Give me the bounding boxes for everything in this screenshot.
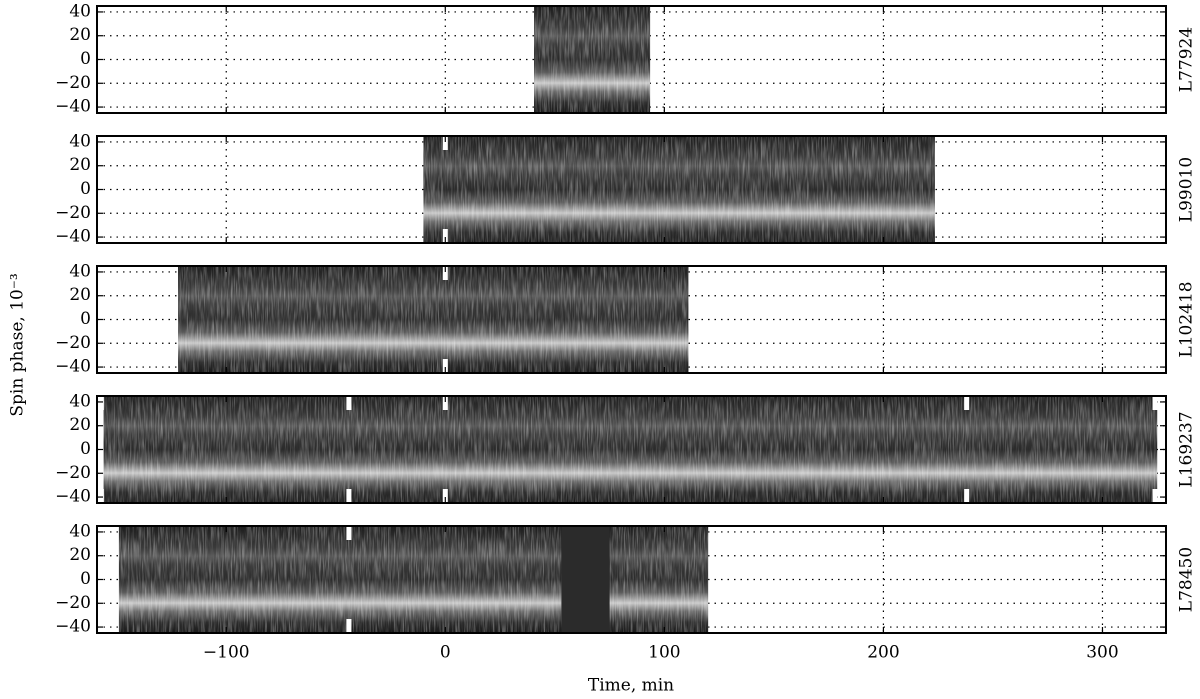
y-tick-label: −20 xyxy=(55,333,91,353)
heatmap-texture xyxy=(178,266,689,373)
x-tick-label: 200 xyxy=(867,643,899,663)
marker xyxy=(442,396,448,410)
panel-label: L77924 xyxy=(1177,27,1197,92)
y-tick-label: 40 xyxy=(69,131,91,151)
marker xyxy=(98,396,104,410)
y-tick-label: −20 xyxy=(55,593,91,613)
y-tick-label: −40 xyxy=(55,357,91,377)
y-tick-label: −20 xyxy=(55,203,91,223)
y-tick-label: −40 xyxy=(55,617,91,637)
y-tick-label: −40 xyxy=(55,487,91,507)
y-axis-label: Spin phase, 10⁻³ xyxy=(8,273,28,416)
marker xyxy=(346,619,352,633)
y-tick-label: 0 xyxy=(80,569,91,589)
marker xyxy=(442,136,448,150)
heatmap-texture xyxy=(534,6,651,113)
x-tick-label: 0 xyxy=(440,643,451,663)
y-tick-label: 20 xyxy=(69,155,91,175)
marker xyxy=(1152,396,1158,410)
x-tick-label: 100 xyxy=(648,643,680,663)
marker xyxy=(442,359,448,373)
panel-label: L169237 xyxy=(1177,411,1197,487)
x-tick-label: 300 xyxy=(1086,643,1118,663)
panel-label: L78450 xyxy=(1177,547,1197,612)
marker xyxy=(346,489,352,503)
marker xyxy=(964,396,970,410)
y-tick-label: −40 xyxy=(55,227,91,247)
marker xyxy=(1152,489,1158,503)
y-tick-label: 40 xyxy=(69,1,91,21)
marker xyxy=(442,489,448,503)
y-tick-label: −20 xyxy=(55,73,91,93)
axes-frame xyxy=(96,525,1167,634)
marker xyxy=(442,266,448,280)
y-tick-label: 0 xyxy=(80,179,91,199)
x-tick-label: −100 xyxy=(203,643,250,663)
y-tick-label: 0 xyxy=(80,309,91,329)
axes-frame xyxy=(96,135,1167,244)
marker xyxy=(964,489,970,503)
y-tick-label: −20 xyxy=(55,463,91,483)
y-tick-label: 20 xyxy=(69,285,91,305)
y-tick-label: 20 xyxy=(69,545,91,565)
heatmap-texture xyxy=(103,396,1158,503)
marker xyxy=(346,526,352,540)
axes-frame xyxy=(96,5,1167,114)
axes-frame xyxy=(96,395,1167,504)
y-tick-label: −40 xyxy=(55,97,91,117)
marker xyxy=(346,396,352,410)
y-tick-label: 40 xyxy=(69,391,91,411)
y-tick-label: 20 xyxy=(69,25,91,45)
heatmap-texture xyxy=(118,526,709,633)
heatmap-texture xyxy=(423,136,935,243)
y-tick-label: 40 xyxy=(69,521,91,541)
marker xyxy=(98,489,104,503)
y-tick-label: 0 xyxy=(80,49,91,69)
panel-label: L102418 xyxy=(1177,281,1197,357)
dark-span xyxy=(561,526,610,633)
panel-label: L99010 xyxy=(1177,157,1197,222)
y-tick-label: 20 xyxy=(69,415,91,435)
axes-frame xyxy=(96,265,1167,374)
x-axis-label: Time, min xyxy=(588,676,674,696)
marker xyxy=(442,229,448,243)
y-tick-label: 0 xyxy=(80,439,91,459)
y-tick-label: 40 xyxy=(69,261,91,281)
